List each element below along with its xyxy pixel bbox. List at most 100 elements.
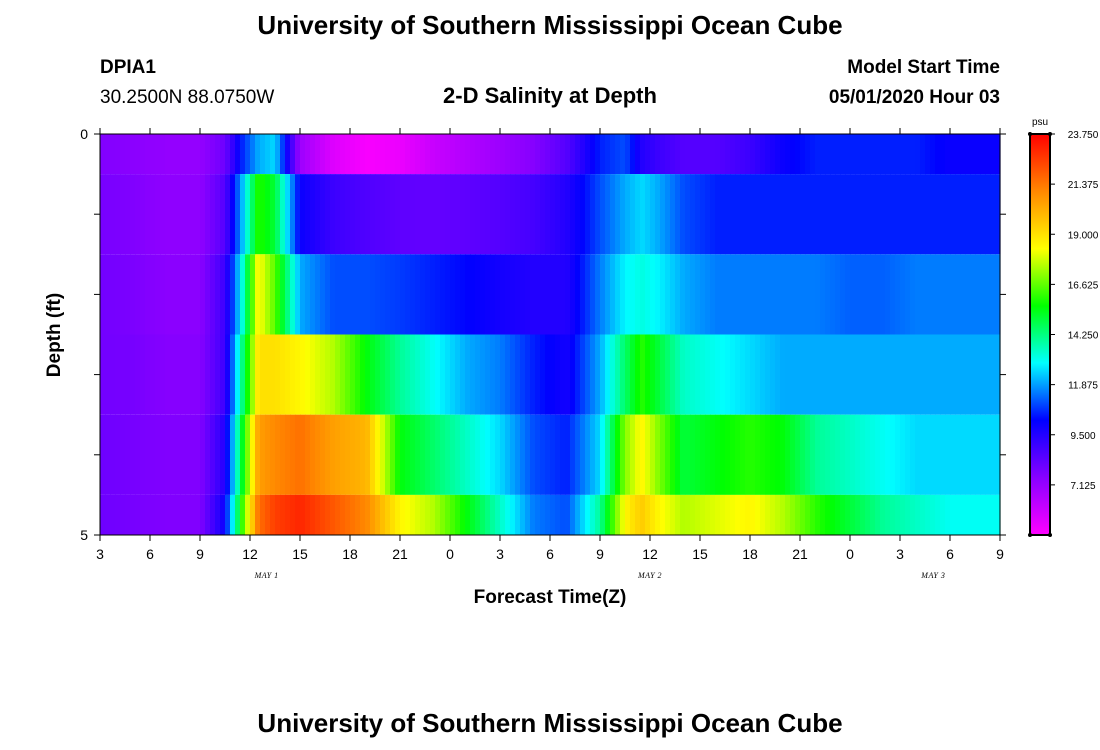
heatmap-cell [650, 334, 656, 415]
heatmap-cell [155, 494, 161, 535]
heatmap-cell [205, 494, 211, 535]
x-tick-label: 3 [96, 546, 104, 562]
heatmap-cell [375, 174, 381, 255]
heatmap-cell [935, 334, 941, 415]
heatmap-cell [315, 254, 321, 335]
heatmap-cell [580, 334, 586, 415]
heatmap-cell [430, 414, 436, 495]
heatmap-cell [215, 174, 221, 255]
heatmap-cell [940, 134, 946, 175]
heatmap-cell [140, 334, 146, 415]
heatmap-cell [285, 134, 291, 175]
heatmap-cell [195, 174, 201, 255]
heatmap-cell [430, 334, 436, 415]
heatmap-cell [855, 254, 861, 335]
heatmap-cell [715, 334, 721, 415]
heatmap-cell [795, 134, 801, 175]
heatmap-cell [625, 494, 631, 535]
heatmap-cell [760, 174, 766, 255]
heatmap-cell [590, 254, 596, 335]
heatmap-cell [470, 334, 476, 415]
heatmap-cell [760, 334, 766, 415]
heatmap-cell [725, 494, 731, 535]
heatmap-cell [360, 414, 366, 495]
heatmap-cell [535, 134, 541, 175]
heatmap-cell [840, 254, 846, 335]
heatmap-cell [790, 254, 796, 335]
heatmap-cell [595, 494, 601, 535]
heatmap-cell [835, 134, 841, 175]
heatmap-cell [715, 414, 721, 495]
heatmap-cell [800, 174, 806, 255]
heatmap-cell [280, 414, 286, 495]
heatmap-cell [755, 334, 761, 415]
heatmap-cell [690, 494, 696, 535]
heatmap-cell [930, 174, 936, 255]
heatmap-cell [280, 134, 286, 175]
heatmap-cell [820, 174, 826, 255]
heatmap-cell [440, 414, 446, 495]
heatmap-cell [710, 254, 716, 335]
heatmap-cell [860, 414, 866, 495]
heatmap-cell [760, 414, 766, 495]
heatmap-cell [295, 174, 301, 255]
heatmap-cell [855, 414, 861, 495]
heatmap-cell [750, 334, 756, 415]
heatmap-cell [890, 134, 896, 175]
heatmap-cell [785, 334, 791, 415]
heatmap-cell [830, 334, 836, 415]
heatmap-cell [860, 334, 866, 415]
heatmap-cell [895, 334, 901, 415]
heatmap-cell [695, 334, 701, 415]
heatmap-cell [240, 494, 246, 535]
heatmap-cell [425, 174, 431, 255]
heatmap-cell [225, 414, 231, 495]
heatmap-cell [550, 254, 556, 335]
heatmap-cell [735, 174, 741, 255]
heatmap-cell [795, 254, 801, 335]
heatmap-cell [780, 134, 786, 175]
heatmap-cell [995, 414, 1001, 495]
heatmap-cell [810, 134, 816, 175]
heatmap-cell [120, 254, 126, 335]
heatmap-cell [530, 174, 536, 255]
heatmap-cell [880, 134, 886, 175]
heatmap-cell [835, 334, 841, 415]
heatmap-cell [515, 494, 521, 535]
heatmap-cell [880, 494, 886, 535]
heatmap-cell [820, 334, 826, 415]
heatmap-cell [870, 334, 876, 415]
heatmap-cell [565, 334, 571, 415]
heatmap-cell [395, 334, 401, 415]
heatmap-cell [895, 254, 901, 335]
heatmap-cell [220, 334, 226, 415]
heatmap-cell [380, 494, 386, 535]
heatmap-cell [580, 134, 586, 175]
heatmap-cell [965, 494, 971, 535]
heatmap-cell [865, 334, 871, 415]
heatmap-cell [300, 414, 306, 495]
heatmap-cell [350, 334, 356, 415]
heatmap-cell [595, 334, 601, 415]
heatmap-cell [660, 414, 666, 495]
heatmap-cell [705, 174, 711, 255]
heatmap-cell [920, 494, 926, 535]
heatmap-cell [485, 334, 491, 415]
heatmap-cell [400, 174, 406, 255]
heatmap-cell [655, 334, 661, 415]
heatmap-cell [940, 494, 946, 535]
heatmap-cell [435, 414, 441, 495]
heatmap-cell [415, 174, 421, 255]
heatmap-cell [390, 334, 396, 415]
heatmap-cell [630, 174, 636, 255]
heatmap-cell [135, 414, 141, 495]
heatmap-cell [890, 334, 896, 415]
heatmap-cell [930, 334, 936, 415]
heatmap-cell [575, 174, 581, 255]
heatmap-cell [570, 134, 576, 175]
heatmap-cell [780, 494, 786, 535]
heatmap-cell [275, 254, 281, 335]
heatmap-cell [540, 334, 546, 415]
heatmap-cell [145, 254, 151, 335]
heatmap-cell [115, 414, 121, 495]
